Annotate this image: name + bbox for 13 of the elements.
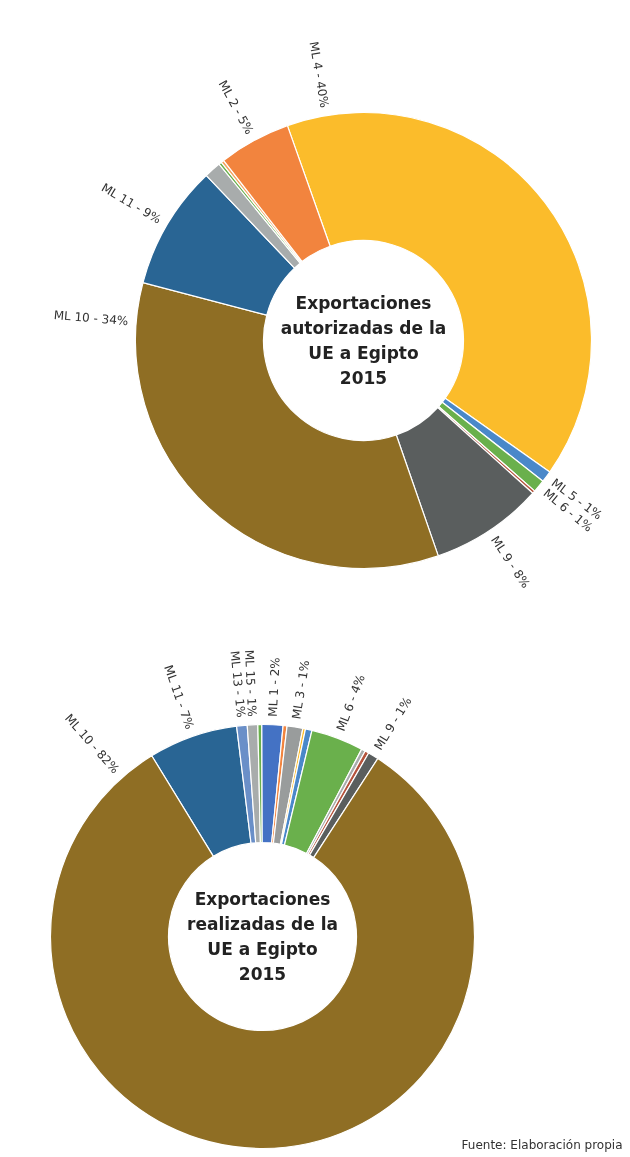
slice-label: ML 11 - 7% [161,663,197,732]
slice-label: ML 9 - 8% [488,533,533,591]
slice-label: ML 10 - 34% [53,308,129,329]
slice-label: ML 2 - 5% [215,77,257,137]
slice-label: ML 11 - 9% [98,180,164,227]
slice-label: ML 1 - 2% [265,657,283,718]
text: Exportaciones autorizadas de la UE a Egipto 2015 [280,293,447,388]
slice-label: ML 4 - 40% [306,40,332,109]
text: Exportaciones realizadas de la UE a Egipto 2015 [187,889,338,984]
source-note: Fuente: Elaboración propia [461,1137,623,1152]
slice-label: ML 3 - 1% [289,659,313,721]
slice-label: ML 9 - 1% [371,694,415,753]
slice-label: ML 6 - 4% [333,672,368,734]
